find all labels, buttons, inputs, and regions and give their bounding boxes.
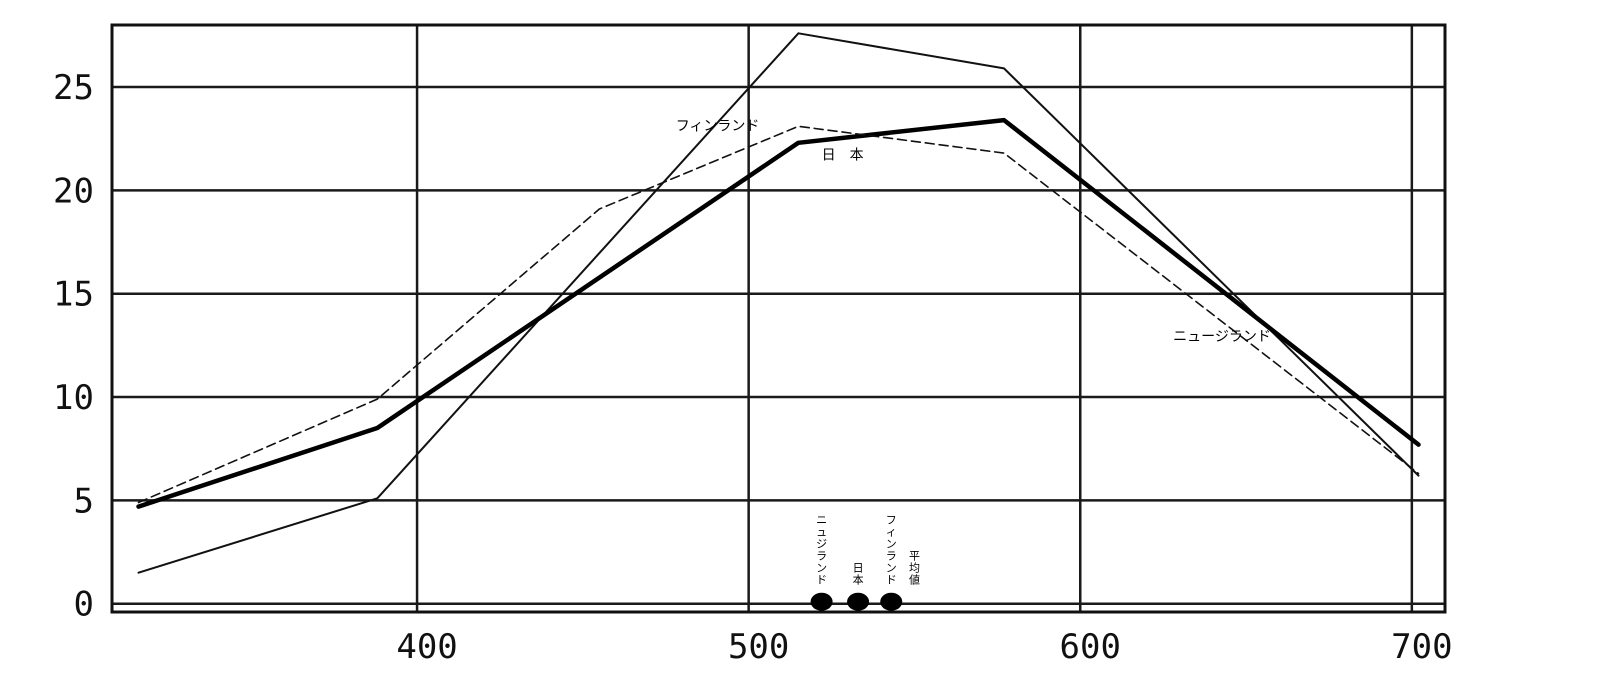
y-tick-label-20: 20 <box>53 171 94 211</box>
series-line-1 <box>137 32 1420 574</box>
series-label-3: ニュージランド <box>1173 329 1271 345</box>
average-marker-dot-1 <box>810 592 833 611</box>
y-tick-label-0: 0 <box>74 585 94 625</box>
x-tick-label-700: 700 <box>1391 627 1452 667</box>
x-tick-label-500: 500 <box>728 627 789 667</box>
grid <box>112 25 1445 612</box>
marker-label-4: 平均値 <box>909 550 920 587</box>
marker-label-2: 日本 <box>853 562 864 587</box>
average-marker-dot-2 <box>847 592 870 611</box>
series-label-1: フィンランド <box>676 118 760 134</box>
plot-frame <box>110 23 1447 614</box>
marker-label-3: フィンランド <box>886 514 897 587</box>
average-marker-dot-3 <box>880 592 903 611</box>
x-tick-label-600: 600 <box>1060 627 1121 667</box>
y-tick-label-10: 10 <box>53 378 94 418</box>
series-line-3 <box>137 125 1420 504</box>
y-tick-label-25: 25 <box>53 68 94 108</box>
marker-label-1: ニュジランド <box>816 514 827 587</box>
axis-tick-labels: 0 5 10 15 20 25 400 500 600 700 <box>53 68 1453 667</box>
series-lines <box>136 32 1421 574</box>
plot-border <box>110 23 1447 614</box>
y-tick-label-5: 5 <box>74 481 94 521</box>
y-tick-label-15: 15 <box>53 275 94 315</box>
series-label-2: 日 本 <box>822 147 864 163</box>
series-line-2 <box>136 117 1421 509</box>
x-tick-label-400: 400 <box>396 627 457 667</box>
